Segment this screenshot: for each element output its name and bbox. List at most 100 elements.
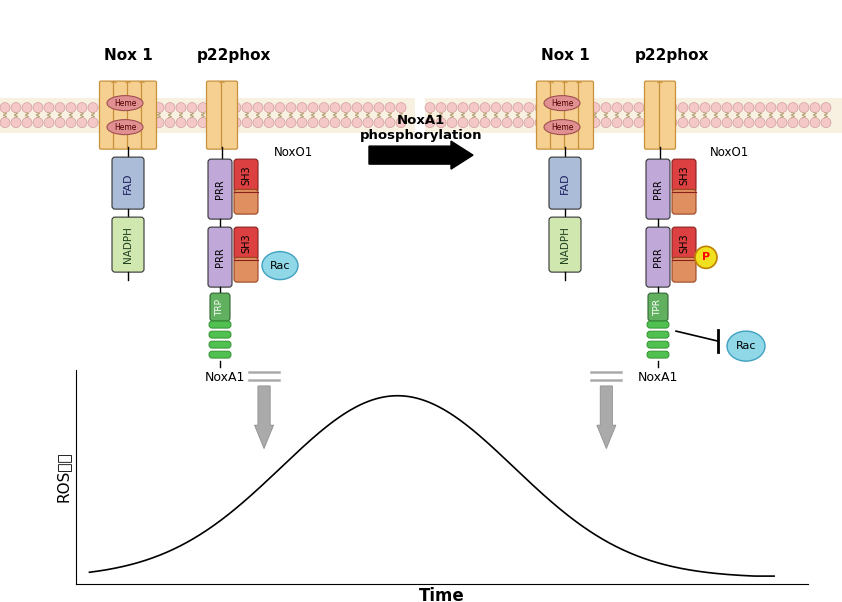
FancyBboxPatch shape bbox=[648, 293, 668, 321]
FancyBboxPatch shape bbox=[564, 81, 579, 149]
Circle shape bbox=[436, 102, 446, 113]
Circle shape bbox=[264, 102, 274, 113]
Circle shape bbox=[66, 117, 76, 128]
Circle shape bbox=[55, 117, 65, 128]
Circle shape bbox=[330, 102, 340, 113]
Circle shape bbox=[634, 102, 644, 113]
FancyBboxPatch shape bbox=[672, 258, 696, 282]
FancyBboxPatch shape bbox=[112, 157, 144, 209]
FancyBboxPatch shape bbox=[646, 227, 670, 287]
Circle shape bbox=[220, 102, 230, 113]
Circle shape bbox=[733, 117, 743, 128]
Circle shape bbox=[231, 117, 241, 128]
Text: Heme: Heme bbox=[551, 123, 573, 132]
Circle shape bbox=[22, 102, 32, 113]
Circle shape bbox=[788, 102, 798, 113]
Circle shape bbox=[744, 117, 754, 128]
Circle shape bbox=[799, 117, 809, 128]
Circle shape bbox=[678, 102, 688, 113]
Circle shape bbox=[0, 102, 10, 113]
Circle shape bbox=[821, 102, 831, 113]
FancyBboxPatch shape bbox=[99, 81, 115, 149]
Circle shape bbox=[176, 117, 186, 128]
Circle shape bbox=[396, 102, 406, 113]
FancyBboxPatch shape bbox=[672, 159, 696, 192]
Ellipse shape bbox=[262, 252, 298, 279]
Text: NADPH: NADPH bbox=[123, 226, 133, 263]
Circle shape bbox=[44, 102, 54, 113]
Circle shape bbox=[99, 102, 109, 113]
Circle shape bbox=[458, 117, 468, 128]
FancyBboxPatch shape bbox=[234, 190, 258, 214]
FancyBboxPatch shape bbox=[672, 190, 696, 214]
Circle shape bbox=[491, 117, 501, 128]
Circle shape bbox=[264, 117, 274, 128]
Text: FAD: FAD bbox=[123, 172, 133, 194]
FancyBboxPatch shape bbox=[234, 227, 258, 260]
Circle shape bbox=[777, 117, 787, 128]
Circle shape bbox=[286, 117, 296, 128]
FancyBboxPatch shape bbox=[208, 159, 232, 219]
Circle shape bbox=[568, 117, 578, 128]
Text: Nox 1: Nox 1 bbox=[541, 48, 589, 63]
Circle shape bbox=[110, 117, 120, 128]
Circle shape bbox=[297, 117, 307, 128]
FancyBboxPatch shape bbox=[206, 81, 222, 149]
Circle shape bbox=[319, 117, 329, 128]
FancyBboxPatch shape bbox=[647, 331, 669, 338]
Y-axis label: ROS생성: ROS생성 bbox=[56, 452, 70, 503]
Circle shape bbox=[579, 102, 589, 113]
Circle shape bbox=[722, 117, 732, 128]
Circle shape bbox=[308, 102, 318, 113]
Circle shape bbox=[469, 117, 479, 128]
Text: Heme: Heme bbox=[114, 123, 136, 132]
Circle shape bbox=[308, 117, 318, 128]
Circle shape bbox=[447, 102, 457, 113]
Text: TPR: TPR bbox=[653, 299, 663, 315]
Circle shape bbox=[330, 117, 340, 128]
Circle shape bbox=[319, 102, 329, 113]
Circle shape bbox=[176, 102, 186, 113]
Circle shape bbox=[645, 117, 655, 128]
Circle shape bbox=[198, 117, 208, 128]
Circle shape bbox=[425, 117, 435, 128]
Circle shape bbox=[99, 117, 109, 128]
Circle shape bbox=[385, 102, 395, 113]
Circle shape bbox=[436, 117, 446, 128]
Circle shape bbox=[242, 102, 252, 113]
Text: P: P bbox=[702, 252, 710, 262]
Circle shape bbox=[88, 117, 98, 128]
Circle shape bbox=[667, 117, 677, 128]
Circle shape bbox=[55, 102, 65, 113]
Ellipse shape bbox=[544, 120, 580, 135]
Circle shape bbox=[766, 117, 776, 128]
Circle shape bbox=[799, 102, 809, 113]
Circle shape bbox=[645, 102, 655, 113]
Circle shape bbox=[374, 117, 384, 128]
FancyBboxPatch shape bbox=[578, 81, 594, 149]
Circle shape bbox=[121, 102, 131, 113]
FancyArrow shape bbox=[369, 141, 473, 169]
Text: phosphorylation: phosphorylation bbox=[360, 129, 482, 141]
FancyBboxPatch shape bbox=[536, 81, 552, 149]
Circle shape bbox=[667, 102, 677, 113]
Circle shape bbox=[755, 102, 765, 113]
Ellipse shape bbox=[107, 96, 143, 111]
FancyBboxPatch shape bbox=[210, 293, 230, 321]
Circle shape bbox=[66, 102, 76, 113]
Circle shape bbox=[132, 117, 142, 128]
Circle shape bbox=[491, 102, 501, 113]
Circle shape bbox=[601, 117, 611, 128]
Circle shape bbox=[352, 117, 362, 128]
FancyBboxPatch shape bbox=[551, 81, 566, 149]
Circle shape bbox=[198, 102, 208, 113]
FancyBboxPatch shape bbox=[647, 351, 669, 358]
FancyBboxPatch shape bbox=[209, 321, 231, 328]
Text: NoxA1: NoxA1 bbox=[637, 371, 678, 383]
Circle shape bbox=[110, 102, 120, 113]
FancyBboxPatch shape bbox=[644, 81, 660, 149]
FancyBboxPatch shape bbox=[659, 81, 675, 149]
Circle shape bbox=[502, 117, 512, 128]
Circle shape bbox=[352, 102, 362, 113]
Circle shape bbox=[810, 102, 820, 113]
